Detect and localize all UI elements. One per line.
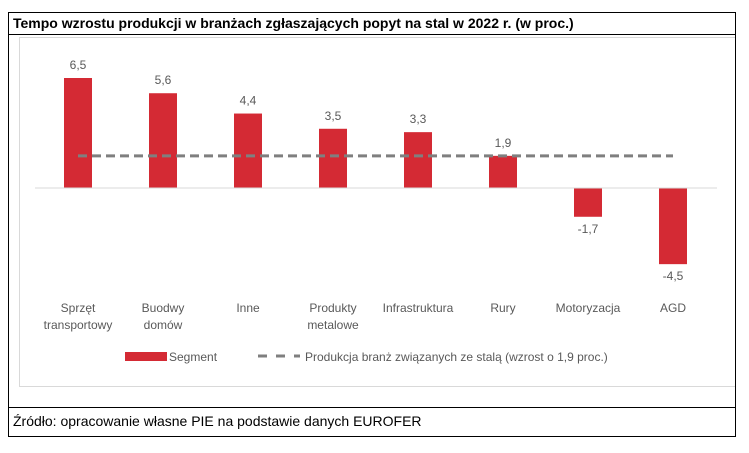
legend-label-segment: Segment xyxy=(169,350,218,364)
data-label: 3,3 xyxy=(410,112,427,126)
bar xyxy=(574,188,602,217)
chart-title: Tempo wzrostu produkcji w branżach zgłas… xyxy=(9,13,735,35)
data-label: -4,5 xyxy=(663,269,684,283)
data-label: 3,5 xyxy=(325,109,342,123)
bar xyxy=(234,113,262,188)
category-label: Infrastruktura xyxy=(383,301,454,315)
bar xyxy=(319,128,347,188)
bar xyxy=(64,78,92,188)
bar xyxy=(489,155,517,188)
data-label: 4,4 xyxy=(240,94,257,108)
data-label: 1,9 xyxy=(495,136,512,150)
category-label: metalowe xyxy=(307,318,359,332)
data-label: 6,5 xyxy=(70,58,87,72)
chart-frame: Tempo wzrostu produkcji w branżach zgłas… xyxy=(8,12,736,437)
category-label: Produkty xyxy=(309,301,356,315)
category-label: transportowy xyxy=(44,318,113,332)
category-label: Buodwy xyxy=(142,301,185,315)
source-note: Źródło: opracowanie własne PIE na podsta… xyxy=(9,407,735,436)
category-label: domów xyxy=(144,318,183,332)
legend-swatch-segment xyxy=(125,352,167,361)
category-label: Rury xyxy=(490,301,515,315)
data-label: 5,6 xyxy=(155,73,172,87)
category-label: AGD xyxy=(660,301,686,315)
data-label: -1,7 xyxy=(578,222,599,236)
category-label: Sprzęt xyxy=(61,301,96,315)
bar xyxy=(659,188,687,265)
legend-label-reference: Produkcja branż związanych ze stalą (wzr… xyxy=(305,350,608,364)
bar xyxy=(149,93,177,188)
category-label: Inne xyxy=(236,301,260,315)
category-label: Motoryzacja xyxy=(556,301,621,315)
bar xyxy=(404,132,432,188)
plot-area xyxy=(19,37,735,387)
